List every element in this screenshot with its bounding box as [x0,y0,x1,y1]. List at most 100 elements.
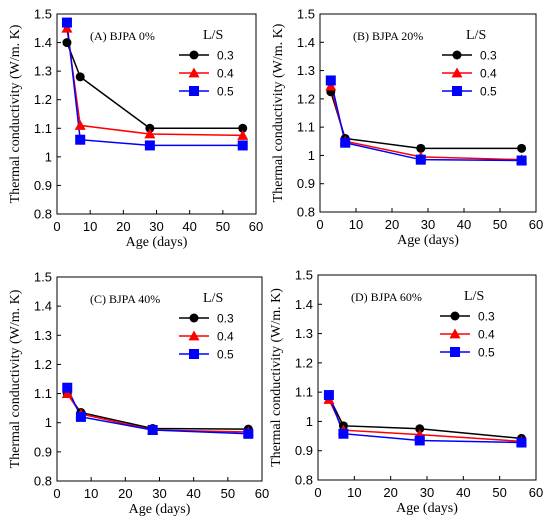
series-line-0.3 [329,397,522,439]
data-point-square [76,412,86,422]
y-tick-label: 0.8 [34,474,52,489]
y-tick-label: 1.3 [297,63,315,78]
x-axis-title: Age (days) [396,501,458,516]
legend-label: 0.5 [478,346,495,360]
x-tick-label: 50 [493,217,507,232]
data-point-square [62,18,72,28]
y-axis-title: Thermal conductivity (W/m. K) [271,23,286,202]
legend-title: L/S [466,28,486,43]
y-tick-label: 0.8 [34,207,52,222]
x-tick-label: 10 [83,219,97,234]
legend-marker-circle [190,314,199,323]
legend-label: 0.3 [217,49,234,63]
x-tick-label: 60 [529,217,543,232]
x-tick-label: 20 [118,486,132,501]
data-point-square [340,138,350,148]
legend-title: L/S [203,28,223,43]
data-point-square [148,425,158,435]
chart-panel-3: 0.8 0.9 1 1.1 1.2 1.3 1.4 1.5 0 10 20 30 40 50 60 Age (… [269,268,543,517]
data-point-circle [62,38,71,47]
y-tick-label: 1.4 [295,297,313,312]
legend-label: 0.3 [480,49,497,63]
x-axis-title: Age (days) [126,235,188,250]
y-tick-label: 1.5 [34,7,52,22]
legend-marker-square [189,349,199,359]
panel-title: (A) BJPA 0% [90,29,155,43]
data-point-square [415,435,425,445]
legend-marker-square [450,347,460,357]
legend-marker-square [452,86,462,96]
data-point-square [324,390,334,400]
y-tick-label: 1 [45,415,52,430]
x-tick-label: 20 [385,217,399,232]
x-tick-label: 50 [216,219,230,234]
y-tick-label: 1.5 [295,268,313,283]
data-point-square [145,140,155,150]
y-tick-label: 1.2 [297,91,315,106]
legend-label: 0.5 [217,85,234,99]
data-point-triangle [75,120,86,130]
y-tick-label: 1.1 [34,386,52,401]
chart-panel-2: 0.80.911.11.21.31.41.50 10 20 30 40 50 60Age (… [8,270,269,518]
y-tick-label: 1.4 [34,299,52,314]
x-tick-label: 30 [152,486,166,501]
x-axis-title: Age (days) [397,233,459,248]
x-tick-label: 30 [420,485,434,500]
plot-frame [318,275,536,480]
legend-marker-circle [451,312,460,321]
legend-label: 0.4 [478,328,495,342]
data-point-square [243,429,253,439]
panel-title: (D) BJPA 60% [351,290,422,304]
series-line-0.3 [67,394,248,430]
y-axis-title: Thermal conductivity (W/m. K) [8,24,23,203]
x-tick-label: 30 [149,219,163,234]
x-tick-label: 50 [221,486,235,501]
y-tick-label: 1.2 [34,92,52,107]
data-point-square [416,155,426,165]
x-tick-label: 20 [116,219,130,234]
legend-label: 0.4 [217,330,234,344]
data-point-square [238,140,248,150]
data-point-circle [76,72,85,81]
x-tick-label: 0 [53,486,60,501]
chart-panel-0: 0.80.911.11.21.31.41.50 10 20 30 40 50 60Age (… [8,7,263,251]
legend-label: 0.5 [480,85,497,99]
chart-panel-1: 0.8 0.9 1 1.1 1.2 1.3 1.4 1.5 0 10 20 30 40 50 60 Age (… [271,7,543,249]
x-tick-label: 60 [249,219,263,234]
series-line-0.3 [331,92,522,149]
y-tick-label: 1.1 [295,385,313,400]
legend-label: 0.5 [217,348,234,362]
y-tick-label: 0.9 [34,178,52,193]
y-tick-label: 1.4 [297,35,315,50]
x-tick-label: 10 [347,485,361,500]
x-tick-label: 60 [529,485,543,500]
y-tick-label: 1.2 [34,357,52,372]
series-line-0.4 [67,28,243,135]
series-line-0.5 [67,388,248,434]
x-tick-label: 0 [53,219,60,234]
x-tick-label: 40 [182,219,196,234]
legend-label: 0.4 [480,67,497,81]
y-axis-title: Thermal conductivity (W/m. K) [269,288,284,467]
y-tick-label: 1 [306,414,313,429]
data-point-square [62,383,72,393]
legend-title: L/S [203,291,223,306]
plot-frame [57,14,256,214]
legend-title: L/S [464,289,484,304]
panel-title: (C) BJPA 40% [90,292,160,306]
y-axis-title: Thermal conductivity (W/m. K) [8,289,23,468]
y-tick-label: 1.1 [34,121,52,136]
data-point-square [516,438,526,448]
x-tick-label: 40 [456,485,470,500]
plot-frame [57,277,262,481]
x-axis-title: Age (days) [129,502,191,517]
legend-marker-square [189,86,199,96]
y-tick-label: 1.4 [34,35,52,50]
y-tick-label: 1.5 [34,270,52,285]
plot-frame [320,14,536,212]
x-tick-label: 10 [349,217,363,232]
y-tick-label: 0.9 [297,176,315,191]
y-tick-label: 1.3 [34,328,52,343]
data-point-square [75,135,85,145]
